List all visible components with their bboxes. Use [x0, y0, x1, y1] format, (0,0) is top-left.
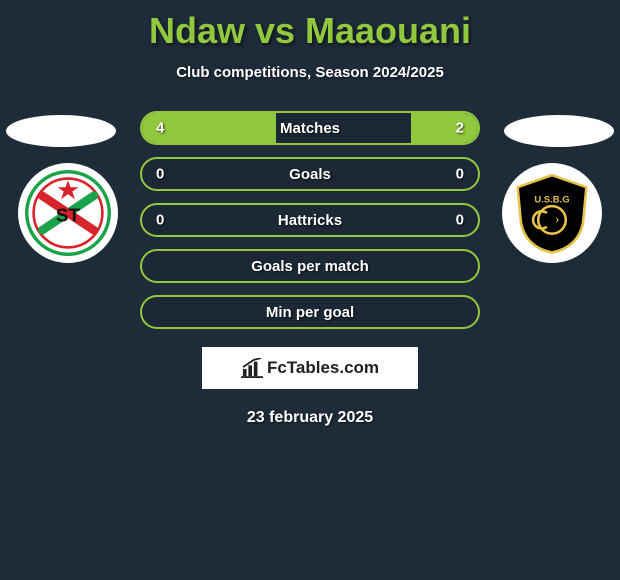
stat-value-right: 2 [456, 120, 464, 137]
stat-row-min-per-goal: Min per goal [140, 295, 480, 329]
svg-text:U.S.B.G: U.S.B.G [534, 195, 569, 206]
stat-label: Matches [280, 120, 340, 137]
us-ben-guerdane-icon: U.S.B.G [509, 170, 595, 256]
stat-label: Goals per match [251, 258, 369, 275]
stat-value-right: 0 [456, 166, 464, 183]
stat-row-matches: 4 Matches 2 [140, 111, 480, 145]
bar-chart-icon [241, 358, 263, 378]
stat-value-left: 4 [156, 120, 164, 137]
stat-label: Min per goal [266, 304, 354, 321]
stat-rows: 4 Matches 2 0 Goals 0 0 Hattricks 0 Goal… [140, 111, 480, 329]
club-badge-right: U.S.B.G [502, 163, 602, 263]
stat-value-left: 0 [156, 212, 164, 229]
page-subtitle: Club competitions, Season 2024/2025 [0, 64, 620, 81]
brand-link[interactable]: FcTables.com [202, 347, 418, 389]
svg-text:ST: ST [56, 206, 81, 227]
brand-text: FcTables.com [267, 358, 379, 378]
stat-row-goals: 0 Goals 0 [140, 157, 480, 191]
stat-row-hattricks: 0 Hattricks 0 [140, 203, 480, 237]
player-right-ellipse [504, 115, 614, 147]
page-title: Ndaw vs Maaouani [0, 0, 620, 52]
stat-label: Hattricks [278, 212, 342, 229]
stat-value-left: 0 [156, 166, 164, 183]
stats-area: ST U.S.B.G 4 Matches 2 0 Goals 0 [0, 111, 620, 427]
stat-value-right: 0 [456, 212, 464, 229]
stade-tunisien-icon: ST [25, 170, 111, 256]
date-text: 23 february 2025 [0, 409, 620, 427]
stat-row-goals-per-match: Goals per match [140, 249, 480, 283]
stat-label: Goals [289, 166, 331, 183]
player-left-ellipse [6, 115, 116, 147]
club-badge-left: ST [18, 163, 118, 263]
stat-fill-right [411, 113, 478, 143]
